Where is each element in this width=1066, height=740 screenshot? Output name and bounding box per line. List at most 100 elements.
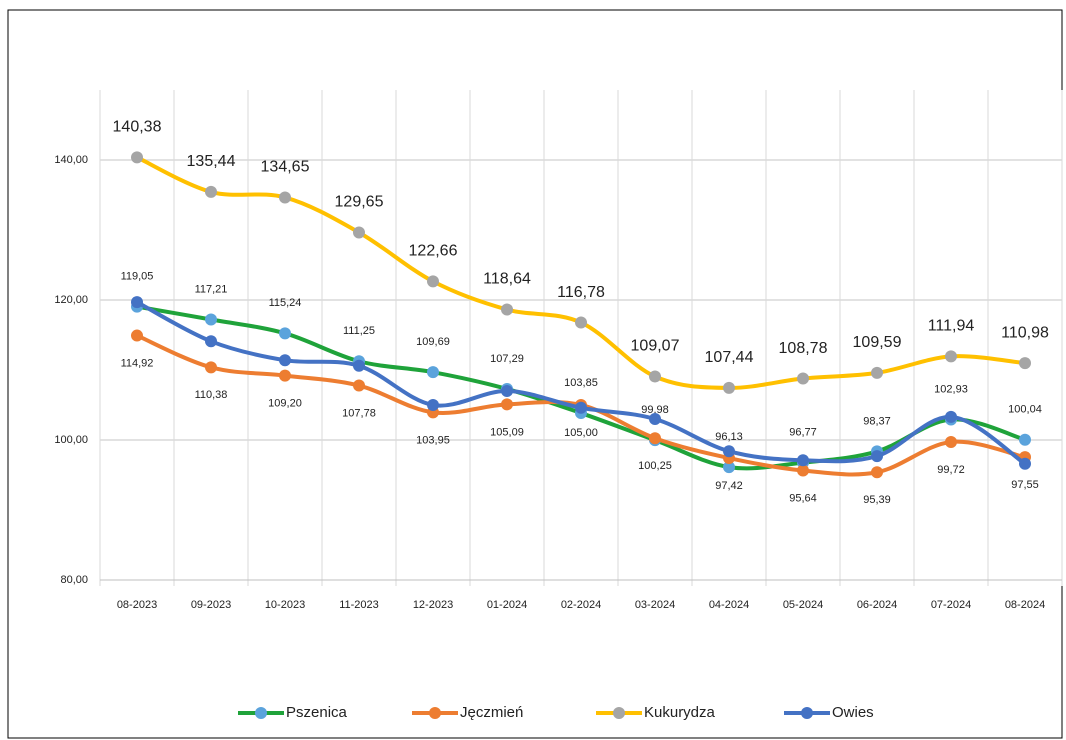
data-label: 117,21	[195, 283, 228, 295]
data-label: 109,20	[268, 398, 302, 410]
legend-label: Pszenica	[286, 704, 348, 721]
data-point	[427, 366, 439, 379]
data-point	[131, 151, 143, 164]
y-tick-label: 120,00	[54, 294, 88, 306]
data-label: 114,92	[121, 357, 154, 369]
data-label: 105,09	[490, 426, 524, 438]
data-label: 96,13	[715, 431, 743, 443]
data-point	[353, 359, 365, 372]
data-label: 107,44	[705, 349, 754, 366]
data-label: 98,37	[863, 415, 891, 427]
data-label: 129,65	[335, 194, 384, 211]
x-tick-label: 01-2024	[487, 599, 527, 611]
series-line	[136, 155, 1026, 390]
data-label: 103,95	[416, 434, 450, 446]
legend-marker	[801, 707, 813, 719]
data-label: 116,78	[557, 284, 605, 301]
data-label: 109,59	[853, 334, 902, 351]
data-point	[205, 313, 217, 326]
data-point	[205, 361, 217, 374]
data-label: 95,64	[789, 492, 817, 504]
data-point	[723, 445, 735, 458]
data-point	[353, 379, 365, 392]
x-tick-label: 10-2023	[265, 599, 305, 611]
data-point	[871, 466, 883, 479]
data-point	[279, 191, 291, 204]
data-label: 109,69	[416, 336, 450, 348]
data-label: 100,04	[1008, 404, 1042, 416]
data-label: 97,42	[715, 480, 743, 492]
data-point	[131, 296, 143, 309]
data-point	[131, 329, 143, 342]
data-label: 134,65	[261, 159, 310, 176]
x-tick-label: 02-2024	[561, 599, 601, 611]
x-tick-label: 08-2024	[1005, 599, 1045, 611]
data-point	[649, 413, 661, 425]
data-label: 103,85	[564, 377, 598, 389]
data-label: 95,39	[863, 494, 891, 506]
x-tick-label: 12-2023	[413, 599, 453, 611]
data-point	[501, 398, 513, 411]
data-point	[1019, 357, 1031, 370]
data-label: 109,07	[631, 338, 680, 355]
x-tick-label: 08-2023	[117, 599, 157, 611]
legend-label: Kukurydza	[644, 704, 716, 721]
x-tick-label: 07-2024	[931, 599, 971, 611]
data-point	[353, 226, 365, 239]
data-point	[501, 303, 513, 316]
data-label: 97,55	[1011, 479, 1039, 491]
data-label: 122,66	[409, 243, 458, 260]
data-point	[205, 185, 217, 198]
legend-marker	[429, 707, 441, 719]
x-tick-label: 05-2024	[783, 599, 823, 611]
data-label: 99,98	[641, 404, 669, 416]
data-label: 140,38	[113, 119, 162, 136]
data-point	[501, 385, 513, 397]
data-point	[279, 369, 291, 382]
data-point	[649, 432, 661, 445]
x-tick-label: 06-2024	[857, 599, 897, 611]
data-label: 99,72	[937, 464, 965, 476]
x-tick-label: 04-2024	[709, 599, 749, 611]
data-point	[427, 275, 439, 288]
data-point	[871, 366, 883, 379]
data-point	[723, 381, 735, 394]
y-tick-label: 100,00	[54, 434, 88, 446]
data-point	[1019, 457, 1031, 470]
data-point	[797, 454, 809, 467]
data-point	[797, 372, 809, 385]
data-label: 118,64	[483, 271, 531, 288]
data-point	[279, 354, 291, 367]
legend-label: Jęczmień	[460, 704, 523, 721]
data-label: 102,93	[934, 383, 968, 395]
data-label: 119,05	[121, 271, 154, 283]
data-label: 111,94	[928, 318, 975, 335]
data-point	[1019, 433, 1031, 446]
data-point	[871, 450, 883, 463]
data-point	[427, 399, 439, 411]
chart-border	[7, 9, 1063, 739]
data-label: 110,98	[1001, 324, 1049, 341]
legend-marker	[255, 707, 267, 719]
legend-marker	[613, 707, 625, 719]
data-label: 108,78	[779, 340, 828, 357]
y-tick-label: 80,00	[60, 574, 88, 586]
data-label: 107,29	[490, 353, 524, 365]
data-point	[649, 370, 661, 383]
data-point	[205, 335, 217, 348]
data-point	[945, 435, 957, 448]
data-label: 100,25	[638, 460, 672, 472]
data-point	[279, 327, 291, 340]
data-point	[797, 464, 809, 477]
data-point	[723, 461, 735, 474]
data-point	[575, 401, 587, 414]
data-label: 110,38	[195, 389, 228, 401]
data-label: 115,24	[269, 297, 302, 309]
x-tick-label: 11-2023	[339, 599, 379, 611]
data-label: 107,78	[342, 407, 376, 419]
data-label: 96,77	[789, 427, 817, 439]
data-label: 135,44	[187, 153, 236, 170]
data-point	[945, 410, 957, 423]
